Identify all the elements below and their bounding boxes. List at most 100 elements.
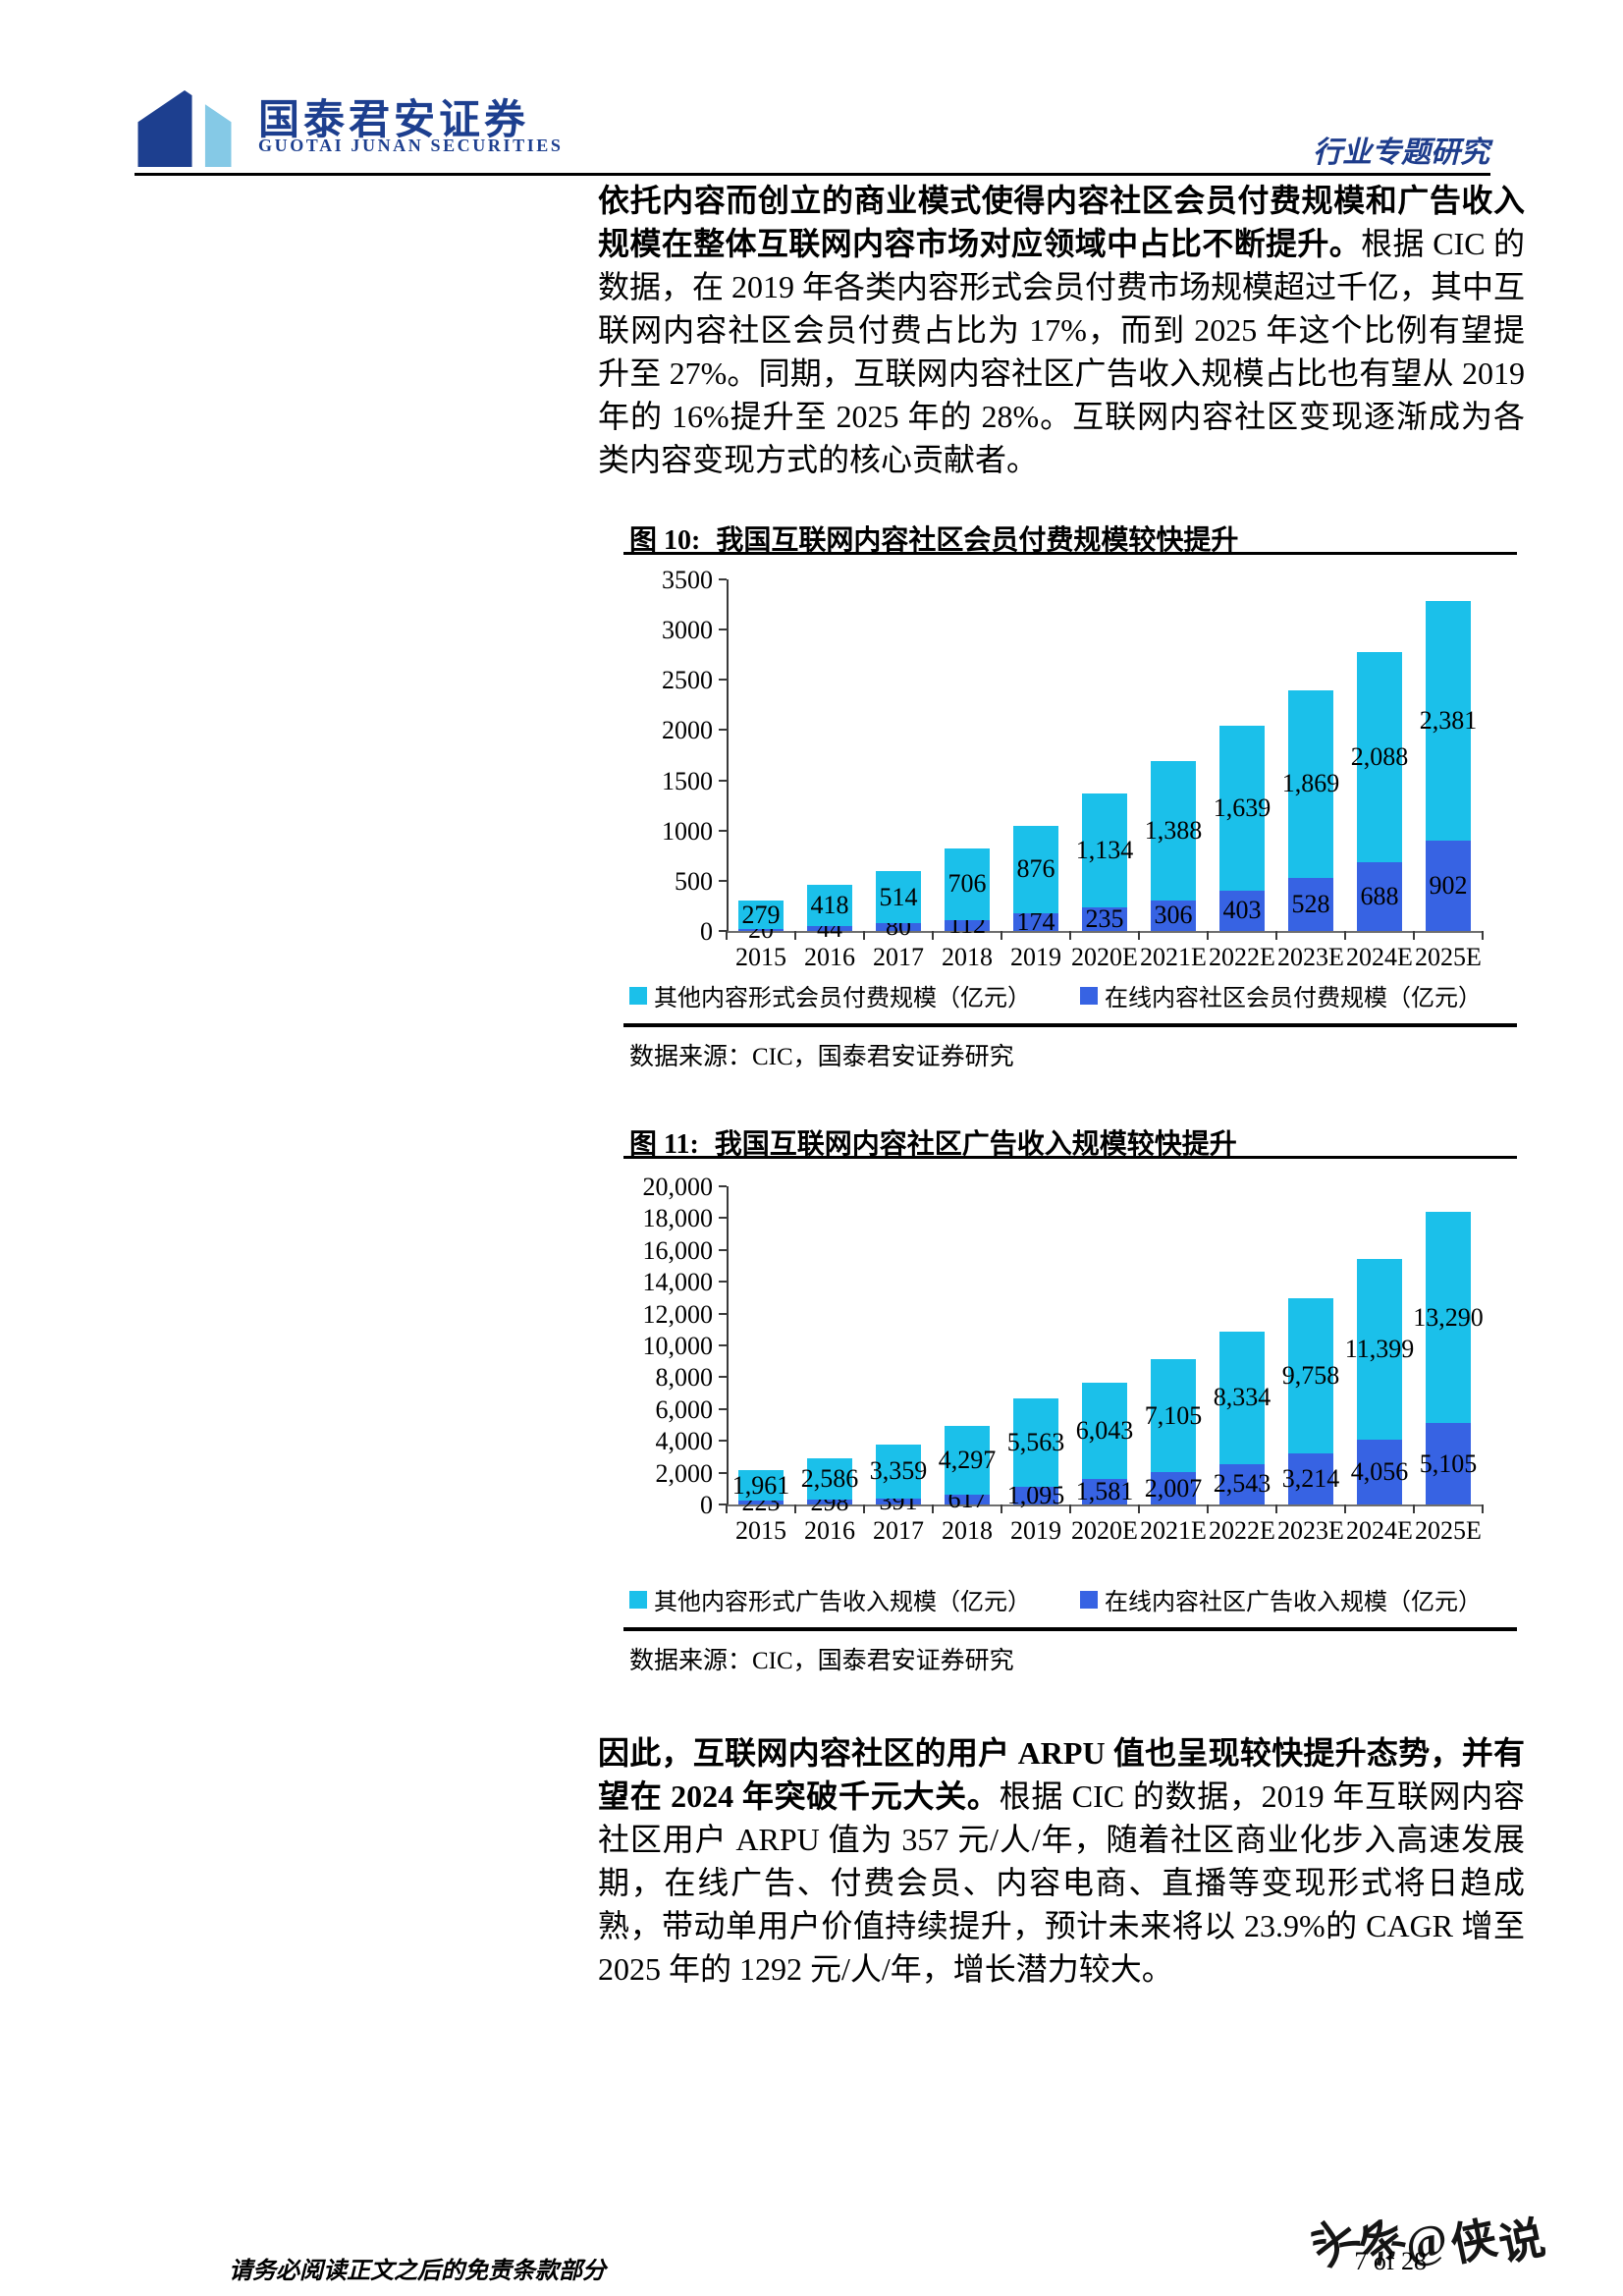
y-tick bbox=[719, 1344, 727, 1346]
bar-segment bbox=[807, 1500, 852, 1504]
x-axis-label: 2017 bbox=[873, 1516, 924, 1545]
bar-segment bbox=[1151, 1472, 1196, 1504]
bar-value-label: 4,297 bbox=[938, 1446, 997, 1475]
bar-segment bbox=[945, 848, 990, 920]
x-tick bbox=[794, 931, 796, 940]
x-axis-line bbox=[727, 931, 1483, 933]
x-tick bbox=[1413, 931, 1415, 940]
bar-value-label: 1,134 bbox=[1075, 835, 1134, 864]
x-axis-label: 2015 bbox=[735, 1516, 786, 1545]
x-tick bbox=[1207, 931, 1209, 940]
bar-value-label: 1,388 bbox=[1144, 815, 1203, 845]
bar-value-label: 403 bbox=[1222, 896, 1262, 925]
x-axis-label: 2015 bbox=[735, 943, 786, 971]
bar-segment bbox=[807, 1458, 852, 1501]
figure-title-underline bbox=[623, 1156, 1517, 1159]
x-tick bbox=[863, 1504, 865, 1513]
y-tick bbox=[719, 1312, 727, 1315]
bar-value-label: 528 bbox=[1291, 889, 1330, 918]
x-tick bbox=[726, 1504, 728, 1513]
legend: 其他内容形式广告收入规模（亿元） 在线内容社区广告收入规模（亿元） bbox=[629, 1582, 1482, 1616]
x-tick bbox=[1207, 1504, 1209, 1513]
bar-segment bbox=[876, 1498, 921, 1504]
figure-title-text: 我国互联网内容社区会员付费规模较快提升 bbox=[716, 525, 1239, 556]
paragraph-2-bold: 因此，互联网内容社区的用户 ARPU 值也呈现较快提升态势，并有望在 2024 … bbox=[598, 1735, 1525, 1814]
x-axis-label: 2024E bbox=[1346, 943, 1413, 971]
bar-segment bbox=[1426, 601, 1471, 841]
bar-value-label: 11,399 bbox=[1344, 1334, 1415, 1363]
bar-segment bbox=[738, 1501, 784, 1504]
bar-segment bbox=[1288, 689, 1333, 878]
legend-label: 在线内容社区广告收入规模（亿元） bbox=[1105, 1590, 1482, 1615]
legend-item: 在线内容社区会员付费规模（亿元） bbox=[1080, 978, 1482, 1012]
bar-segment bbox=[1426, 840, 1471, 931]
x-tick bbox=[863, 931, 865, 940]
legend-swatch bbox=[629, 986, 647, 1005]
x-axis-label: 2024E bbox=[1346, 1516, 1413, 1545]
header-rule bbox=[135, 173, 1490, 176]
x-axis-label: 2018 bbox=[942, 943, 993, 971]
bar-segment bbox=[738, 928, 784, 931]
bar-segment bbox=[1288, 877, 1333, 931]
y-tick-label: 14,000 bbox=[642, 1268, 714, 1297]
y-tick-label: 2000 bbox=[662, 716, 713, 745]
y-tick bbox=[719, 930, 727, 932]
legend: 其他内容形式会员付费规模（亿元） 在线内容社区会员付费规模（亿元） bbox=[629, 978, 1482, 1012]
watermark: 头条 @侠说 bbox=[1301, 2206, 1552, 2275]
paragraph-1-bold: 依托内容而创立的商业模式使得内容社区会员付费规模和广告收入规模在整体互联网内容市… bbox=[598, 183, 1525, 261]
y-tick-label: 3000 bbox=[662, 616, 713, 645]
bar-value-label: 4,056 bbox=[1350, 1457, 1409, 1487]
source-note: 数据来源：CIC，国泰君安证券研究 bbox=[629, 1044, 1014, 1070]
x-tick bbox=[794, 1504, 796, 1513]
bar-segment bbox=[1082, 1479, 1127, 1504]
y-tick-label: 18,000 bbox=[642, 1204, 714, 1233]
bar-value-label: 1,639 bbox=[1213, 793, 1271, 822]
bar-value-label: 6,043 bbox=[1075, 1416, 1134, 1446]
y-tick-label: 10,000 bbox=[642, 1332, 714, 1360]
x-axis-line bbox=[727, 1504, 1483, 1506]
bar-segment bbox=[945, 1426, 990, 1495]
bar-segment bbox=[945, 919, 990, 931]
paragraph-1: 依托内容而创立的商业模式使得内容社区会员付费规模和广告收入规模在整体互联网内容市… bbox=[598, 179, 1525, 481]
bar-value-label: 706 bbox=[947, 869, 987, 899]
y-tick-label: 0 bbox=[700, 917, 713, 946]
x-axis-label: 2019 bbox=[1010, 943, 1061, 971]
y-tick bbox=[719, 1248, 727, 1251]
x-axis-label: 2023E bbox=[1277, 1516, 1344, 1545]
y-tick-label: 500 bbox=[675, 866, 713, 896]
bar-value-label: 8,334 bbox=[1213, 1383, 1271, 1412]
bar-value-label: 2,381 bbox=[1419, 705, 1478, 735]
y-tick-label: 6,000 bbox=[655, 1394, 714, 1424]
x-tick bbox=[1138, 1504, 1140, 1513]
y-tick-label: 1500 bbox=[662, 766, 713, 795]
x-axis-label: 2017 bbox=[873, 943, 924, 971]
bar-segment bbox=[876, 871, 921, 923]
figure-title-underline bbox=[623, 552, 1517, 555]
bar-value-label: 2,586 bbox=[800, 1464, 859, 1494]
bar-segment bbox=[1151, 900, 1196, 931]
x-tick bbox=[1482, 931, 1484, 940]
bar-value-label: 306 bbox=[1154, 901, 1193, 930]
x-axis-label: 2020E bbox=[1071, 1516, 1138, 1545]
y-tick bbox=[719, 829, 727, 832]
y-tick bbox=[719, 578, 727, 580]
legend-swatch bbox=[1080, 1590, 1098, 1609]
bar-value-label: 902 bbox=[1429, 870, 1468, 900]
bar-segment bbox=[945, 1495, 990, 1504]
bar-segment bbox=[1151, 1359, 1196, 1473]
x-tick bbox=[1001, 1504, 1002, 1513]
legend-swatch bbox=[1080, 986, 1098, 1005]
bar-segment bbox=[1013, 913, 1058, 931]
bar-value-label: 688 bbox=[1360, 881, 1399, 910]
bar-value-label: 2,543 bbox=[1213, 1469, 1271, 1499]
x-tick bbox=[932, 931, 934, 940]
bar-segment bbox=[807, 884, 852, 927]
bar-value-label: 7,105 bbox=[1144, 1400, 1203, 1430]
y-tick-label: 0 bbox=[700, 1491, 713, 1519]
bar-segment bbox=[1288, 1452, 1333, 1504]
paragraph-1-text: 根据 CIC 的数据，在 2019 年各类内容形式会员付费市场规模超过千亿，其中… bbox=[598, 226, 1526, 477]
x-tick bbox=[1069, 931, 1071, 940]
bar-segment bbox=[1082, 906, 1127, 931]
bar-segment bbox=[1082, 793, 1127, 907]
bar-segment bbox=[1426, 1423, 1471, 1504]
